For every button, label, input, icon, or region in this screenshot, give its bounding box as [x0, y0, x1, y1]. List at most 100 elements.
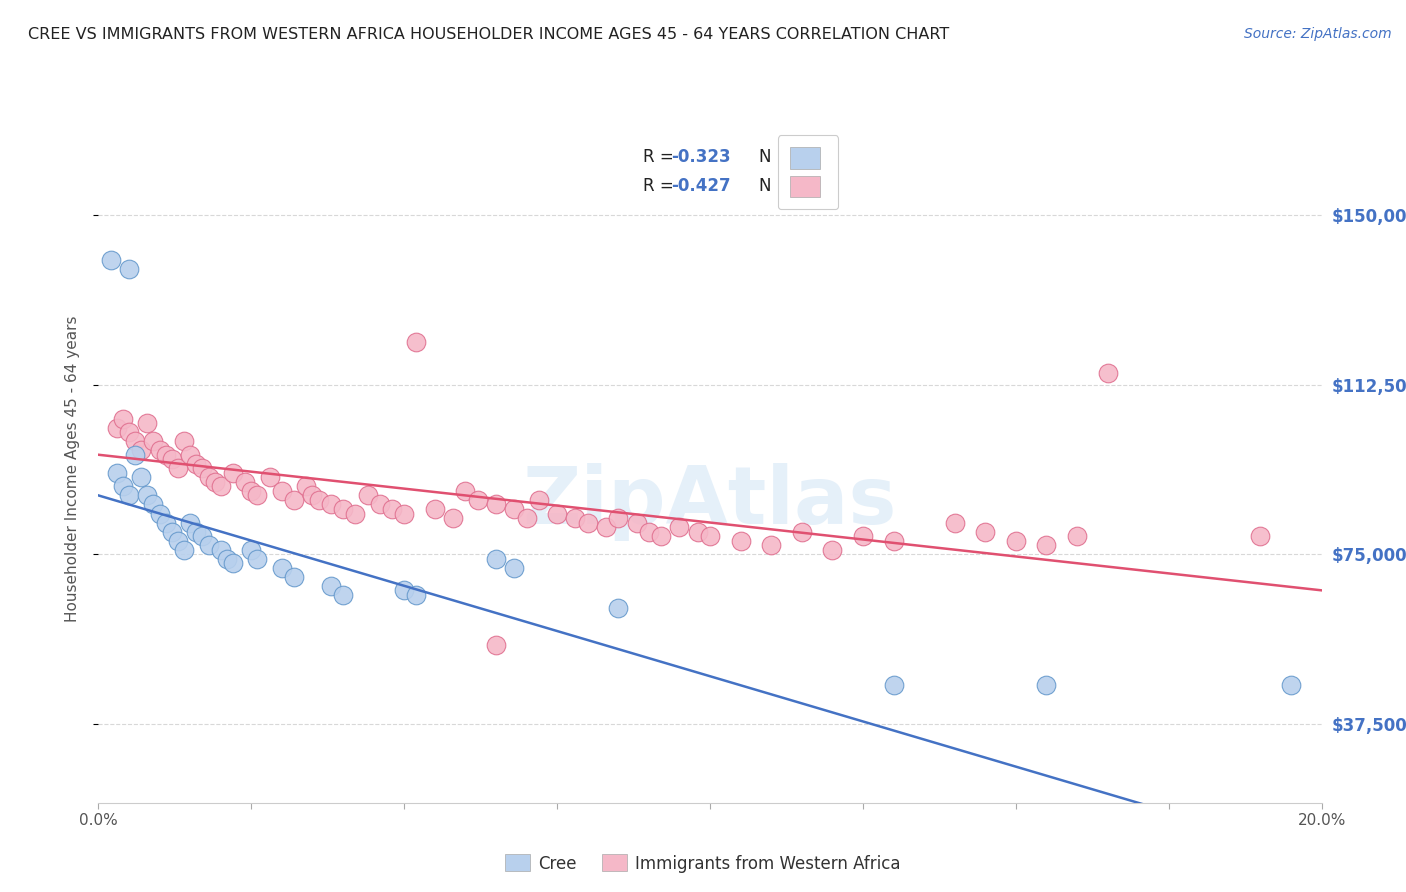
Point [516, 511, 538, 525]
Point [423, 502, 446, 516]
Point [209, 479, 232, 493]
Point [105, 420, 128, 434]
Point [607, 601, 630, 615]
Point [1035, 678, 1057, 692]
Point [883, 678, 905, 692]
Point [149, 443, 172, 458]
Point [1066, 529, 1088, 543]
Point [111, 411, 134, 425]
Point [503, 560, 526, 574]
Point [136, 488, 159, 502]
Point [259, 470, 281, 484]
Text: -0.427: -0.427 [671, 177, 731, 195]
Point [564, 511, 586, 525]
Point [118, 425, 141, 439]
Legend: Cree, Immigrants from Western Africa: Cree, Immigrants from Western Africa [499, 847, 907, 880]
Text: 35: 35 [787, 147, 810, 166]
Text: ZipAtlas: ZipAtlas [523, 463, 897, 541]
Point [167, 533, 190, 548]
Point [485, 638, 508, 652]
Point [129, 470, 152, 484]
Point [637, 524, 661, 539]
Point [270, 483, 292, 498]
Point [173, 542, 195, 557]
Point [240, 542, 263, 557]
Point [441, 511, 464, 525]
Point [179, 516, 201, 530]
Legend: , : , [778, 136, 838, 209]
Point [852, 529, 875, 543]
Point [186, 457, 208, 471]
Point [1097, 367, 1119, 381]
Point [368, 498, 391, 512]
Point [650, 529, 672, 543]
Point [405, 588, 427, 602]
Point [546, 507, 568, 521]
Point [111, 479, 134, 493]
Text: -0.323: -0.323 [671, 147, 731, 166]
Point [405, 334, 427, 349]
Point [173, 434, 195, 449]
Point [149, 507, 172, 521]
Point [301, 488, 323, 502]
Point [821, 542, 844, 557]
Point [283, 570, 305, 584]
Text: N =: N = [759, 147, 796, 166]
Point [191, 461, 214, 475]
Point [240, 483, 263, 498]
Point [332, 588, 354, 602]
Point [319, 579, 342, 593]
Point [1249, 529, 1271, 543]
Point [392, 583, 416, 598]
Point [160, 452, 183, 467]
Point [142, 498, 165, 512]
Point [576, 516, 599, 530]
Point [222, 466, 245, 480]
Point [118, 488, 141, 502]
Y-axis label: Householder Income Ages 45 - 64 years: Householder Income Ages 45 - 64 years [65, 315, 80, 622]
Point [186, 524, 208, 539]
Point [883, 533, 905, 548]
Point [142, 434, 165, 449]
Point [699, 529, 721, 543]
Text: 68: 68 [787, 177, 810, 195]
Text: Source: ZipAtlas.com: Source: ZipAtlas.com [1244, 27, 1392, 41]
Point [686, 524, 709, 539]
Point [1035, 538, 1057, 552]
Point [124, 448, 146, 462]
Point [197, 538, 219, 552]
Point [668, 520, 690, 534]
Point [454, 483, 477, 498]
Point [179, 448, 201, 462]
Point [381, 502, 404, 516]
Point [191, 529, 214, 543]
Point [204, 475, 226, 489]
Point [136, 416, 159, 430]
Point [759, 538, 782, 552]
Point [295, 479, 318, 493]
Point [467, 492, 489, 507]
Point [344, 507, 367, 521]
Point [197, 470, 219, 484]
Point [503, 502, 526, 516]
Point [215, 551, 238, 566]
Point [790, 524, 813, 539]
Point [222, 556, 245, 570]
Point [100, 253, 122, 268]
Point [943, 516, 966, 530]
Point [283, 492, 305, 507]
Point [527, 492, 550, 507]
Point [485, 498, 508, 512]
Point [332, 502, 354, 516]
Point [485, 551, 508, 566]
Point [155, 516, 177, 530]
Point [974, 524, 997, 539]
Point [233, 475, 256, 489]
Point [105, 466, 128, 480]
Point [595, 520, 617, 534]
Point [1279, 678, 1302, 692]
Point [319, 498, 342, 512]
Point [246, 488, 269, 502]
Point [118, 262, 141, 277]
Point [209, 542, 232, 557]
